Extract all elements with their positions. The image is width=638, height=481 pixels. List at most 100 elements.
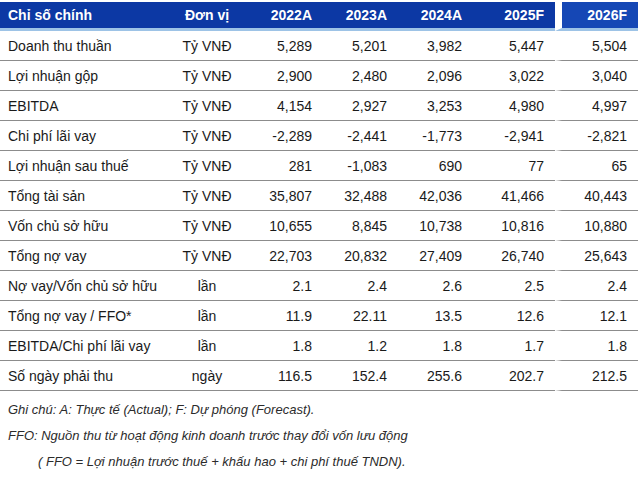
row-value-y2023a: 32,488 <box>323 181 398 211</box>
row-value-y2024a: 3,253 <box>398 91 473 121</box>
table-row: Nợ vay/Vốn chủ sở hữulần2.12.42.62.52.4 <box>0 271 638 301</box>
row-value-y2022a: 1.8 <box>245 331 323 361</box>
table-row: Lợi nhuận gộpTỷ VNĐ2,9002,4802,0963,0223… <box>0 61 638 91</box>
row-value-y2022a: 22,703 <box>245 241 323 271</box>
row-value-y2024a: 2,096 <box>398 61 473 91</box>
row-value-y2023a: 2.4 <box>323 271 398 301</box>
row-unit: Tỷ VNĐ <box>160 91 245 121</box>
row-label: Vốn chủ sở hữu <box>0 211 160 241</box>
row-unit: lần <box>160 331 245 361</box>
row-value-y2022a: 35,807 <box>245 181 323 211</box>
row-label: Tổng tài sản <box>0 181 160 211</box>
row-value-y2026f: 12.1 <box>555 301 638 331</box>
table-header: Chỉ số chínhĐơn vị2022A2023A2024A2025F20… <box>0 2 638 31</box>
table-row: Tổng tài sảnTỷ VNĐ35,80732,48842,03641,4… <box>0 181 638 211</box>
row-value-y2023a: 5,201 <box>323 31 398 61</box>
footnote-ffo-definition: FFO: Nguồn thu từ hoạt động kinh doanh t… <box>8 429 638 444</box>
row-value-y2022a: -2,289 <box>245 121 323 151</box>
row-unit: Tỷ VNĐ <box>160 31 245 61</box>
row-value-y2022a: 5,289 <box>245 31 323 61</box>
column-header-label: Chỉ số chính <box>0 2 160 31</box>
row-value-y2026f: 10,880 <box>555 211 638 241</box>
row-value-y2023a: 22.11 <box>323 301 398 331</box>
row-value-y2024a: -1,773 <box>398 121 473 151</box>
row-value-y2024a: 3,982 <box>398 31 473 61</box>
row-unit: Tỷ VNĐ <box>160 151 245 181</box>
row-label: Chi phí lãi vay <box>0 121 160 151</box>
row-label: EBITDA <box>0 91 160 121</box>
row-value-y2023a: 20,832 <box>323 241 398 271</box>
row-value-y2026f: 5,504 <box>555 31 638 61</box>
row-value-y2022a: 116.5 <box>245 361 323 391</box>
row-value-y2025f: 10,816 <box>473 211 555 241</box>
row-value-y2024a: 1.8 <box>398 331 473 361</box>
row-value-y2025f: -2,941 <box>473 121 555 151</box>
row-value-y2026f: 1.8 <box>555 331 638 361</box>
row-value-y2023a: 2,927 <box>323 91 398 121</box>
row-unit: lần <box>160 271 245 301</box>
column-header-y2024a: 2024A <box>398 2 473 31</box>
row-value-y2024a: 690 <box>398 151 473 181</box>
row-value-y2024a: 27,409 <box>398 241 473 271</box>
row-value-y2025f: 2.5 <box>473 271 555 301</box>
table-row: Tổng nợ vay / FFO*lần11.922.1113.512.612… <box>0 301 638 331</box>
row-value-y2023a: -2,441 <box>323 121 398 151</box>
row-value-y2026f: -2,821 <box>555 121 638 151</box>
footnote-ffo-formula: ( FFO = Lợi nhuận trước thuế + khấu hao … <box>38 455 638 470</box>
row-value-y2025f: 3,022 <box>473 61 555 91</box>
row-label: Lợi nhuận gộp <box>0 61 160 91</box>
financial-metrics-table: Chỉ số chínhĐơn vị2022A2023A2024A2025F20… <box>0 2 638 391</box>
column-header-y2025f: 2025F <box>473 2 555 31</box>
row-value-y2025f: 1.7 <box>473 331 555 361</box>
row-value-y2023a: 2,480 <box>323 61 398 91</box>
row-label: Tổng nợ vay <box>0 241 160 271</box>
row-value-y2023a: 1.2 <box>323 331 398 361</box>
row-value-y2023a: 152.4 <box>323 361 398 391</box>
row-label: Lợi nhuận sau thuế <box>0 151 160 181</box>
row-value-y2026f: 25,643 <box>555 241 638 271</box>
table-row: Tổng nợ vayTỷ VNĐ22,70320,83227,40926,74… <box>0 241 638 271</box>
row-value-y2026f: 65 <box>555 151 638 181</box>
row-value-y2025f: 26,740 <box>473 241 555 271</box>
row-value-y2025f: 41,466 <box>473 181 555 211</box>
table-body: Doanh thu thuầnTỷ VNĐ5,2895,2013,9825,44… <box>0 31 638 391</box>
row-unit: ngày <box>160 361 245 391</box>
row-value-y2022a: 281 <box>245 151 323 181</box>
row-label: EBITDA/Chi phí lãi vay <box>0 331 160 361</box>
row-value-y2023a: -1,083 <box>323 151 398 181</box>
table-row: Lợi nhuận sau thuếTỷ VNĐ281-1,0836907765 <box>0 151 638 181</box>
header-row: Chỉ số chínhĐơn vị2022A2023A2024A2025F20… <box>0 2 638 31</box>
row-label: Số ngày phải thu <box>0 361 160 391</box>
row-value-y2024a: 42,036 <box>398 181 473 211</box>
row-value-y2025f: 5,447 <box>473 31 555 61</box>
footnotes: Ghi chú: A: Thực tế (Actual); F: Dự phón… <box>8 403 638 470</box>
row-value-y2022a: 4,154 <box>245 91 323 121</box>
row-value-y2022a: 11.9 <box>245 301 323 331</box>
financial-report-table-page: Chỉ số chínhĐơn vị2022A2023A2024A2025F20… <box>0 0 638 481</box>
row-value-y2026f: 4,997 <box>555 91 638 121</box>
column-header-y2022a: 2022A <box>245 2 323 31</box>
row-value-y2024a: 255.6 <box>398 361 473 391</box>
row-label: Nợ vay/Vốn chủ sở hữu <box>0 271 160 301</box>
row-label: Tổng nợ vay / FFO* <box>0 301 160 331</box>
row-value-y2022a: 10,655 <box>245 211 323 241</box>
row-value-y2026f: 212.5 <box>555 361 638 391</box>
row-value-y2024a: 10,738 <box>398 211 473 241</box>
table-row: Vốn chủ sở hữuTỷ VNĐ10,6558,84510,73810,… <box>0 211 638 241</box>
row-unit: Tỷ VNĐ <box>160 121 245 151</box>
row-value-y2024a: 13.5 <box>398 301 473 331</box>
row-unit: Tỷ VNĐ <box>160 241 245 271</box>
table-row: Số ngày phải thungày116.5152.4255.6202.7… <box>0 361 638 391</box>
row-value-y2026f: 2.4 <box>555 271 638 301</box>
column-header-unit: Đơn vị <box>160 2 245 31</box>
row-value-y2023a: 8,845 <box>323 211 398 241</box>
row-value-y2026f: 3,040 <box>555 61 638 91</box>
row-value-y2022a: 2,900 <box>245 61 323 91</box>
row-value-y2022a: 2.1 <box>245 271 323 301</box>
row-value-y2025f: 4,980 <box>473 91 555 121</box>
row-unit: Tỷ VNĐ <box>160 211 245 241</box>
row-unit: Tỷ VNĐ <box>160 181 245 211</box>
column-header-y2026f: 2026F <box>555 2 638 31</box>
column-header-y2023a: 2023A <box>323 2 398 31</box>
table-row: EBITDA/Chi phí lãi vaylần1.81.21.81.71.8 <box>0 331 638 361</box>
